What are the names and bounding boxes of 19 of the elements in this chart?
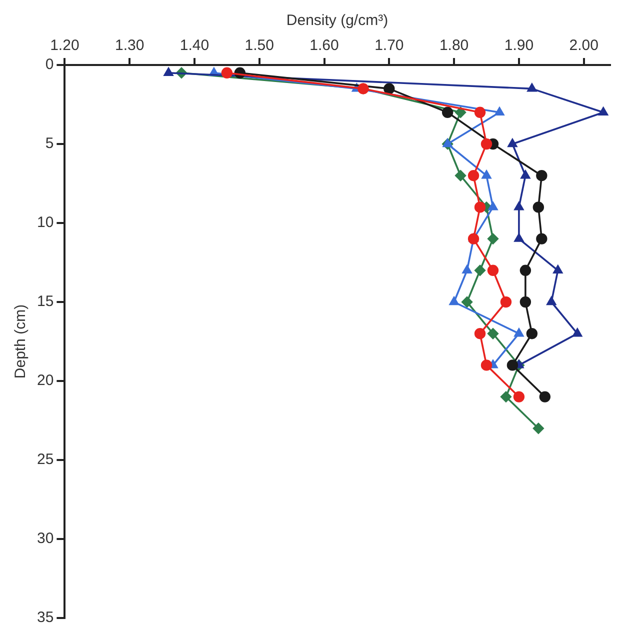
y-tick-label: 15 bbox=[36, 293, 54, 310]
x-tick-label: 1.90 bbox=[504, 37, 534, 54]
x-tick-label: 1.30 bbox=[114, 37, 144, 54]
x-tick-label: 1.80 bbox=[439, 37, 469, 54]
x-tick-label: 2.00 bbox=[569, 37, 598, 54]
y-axis-title: Depth (cm) bbox=[12, 304, 30, 379]
y-tick-label: 10 bbox=[36, 214, 54, 232]
x-axis-title: Density (g/cm³) bbox=[286, 12, 388, 30]
y-tick-label: 20 bbox=[36, 372, 54, 390]
y-tick-label: 5 bbox=[45, 135, 54, 152]
x-tick-label: 1.50 bbox=[244, 37, 274, 54]
y-tick-label: 0 bbox=[45, 56, 54, 74]
x-tick-label: 1.40 bbox=[180, 37, 210, 54]
x-tick-label: 1.60 bbox=[310, 37, 339, 54]
y-tick-label: 25 bbox=[36, 451, 54, 468]
x-tick-label: 1.70 bbox=[374, 37, 404, 54]
y-tick-label: 35 bbox=[36, 609, 54, 626]
x-tick-label: 1.20 bbox=[50, 37, 80, 54]
y-tick-label: 30 bbox=[36, 530, 54, 548]
